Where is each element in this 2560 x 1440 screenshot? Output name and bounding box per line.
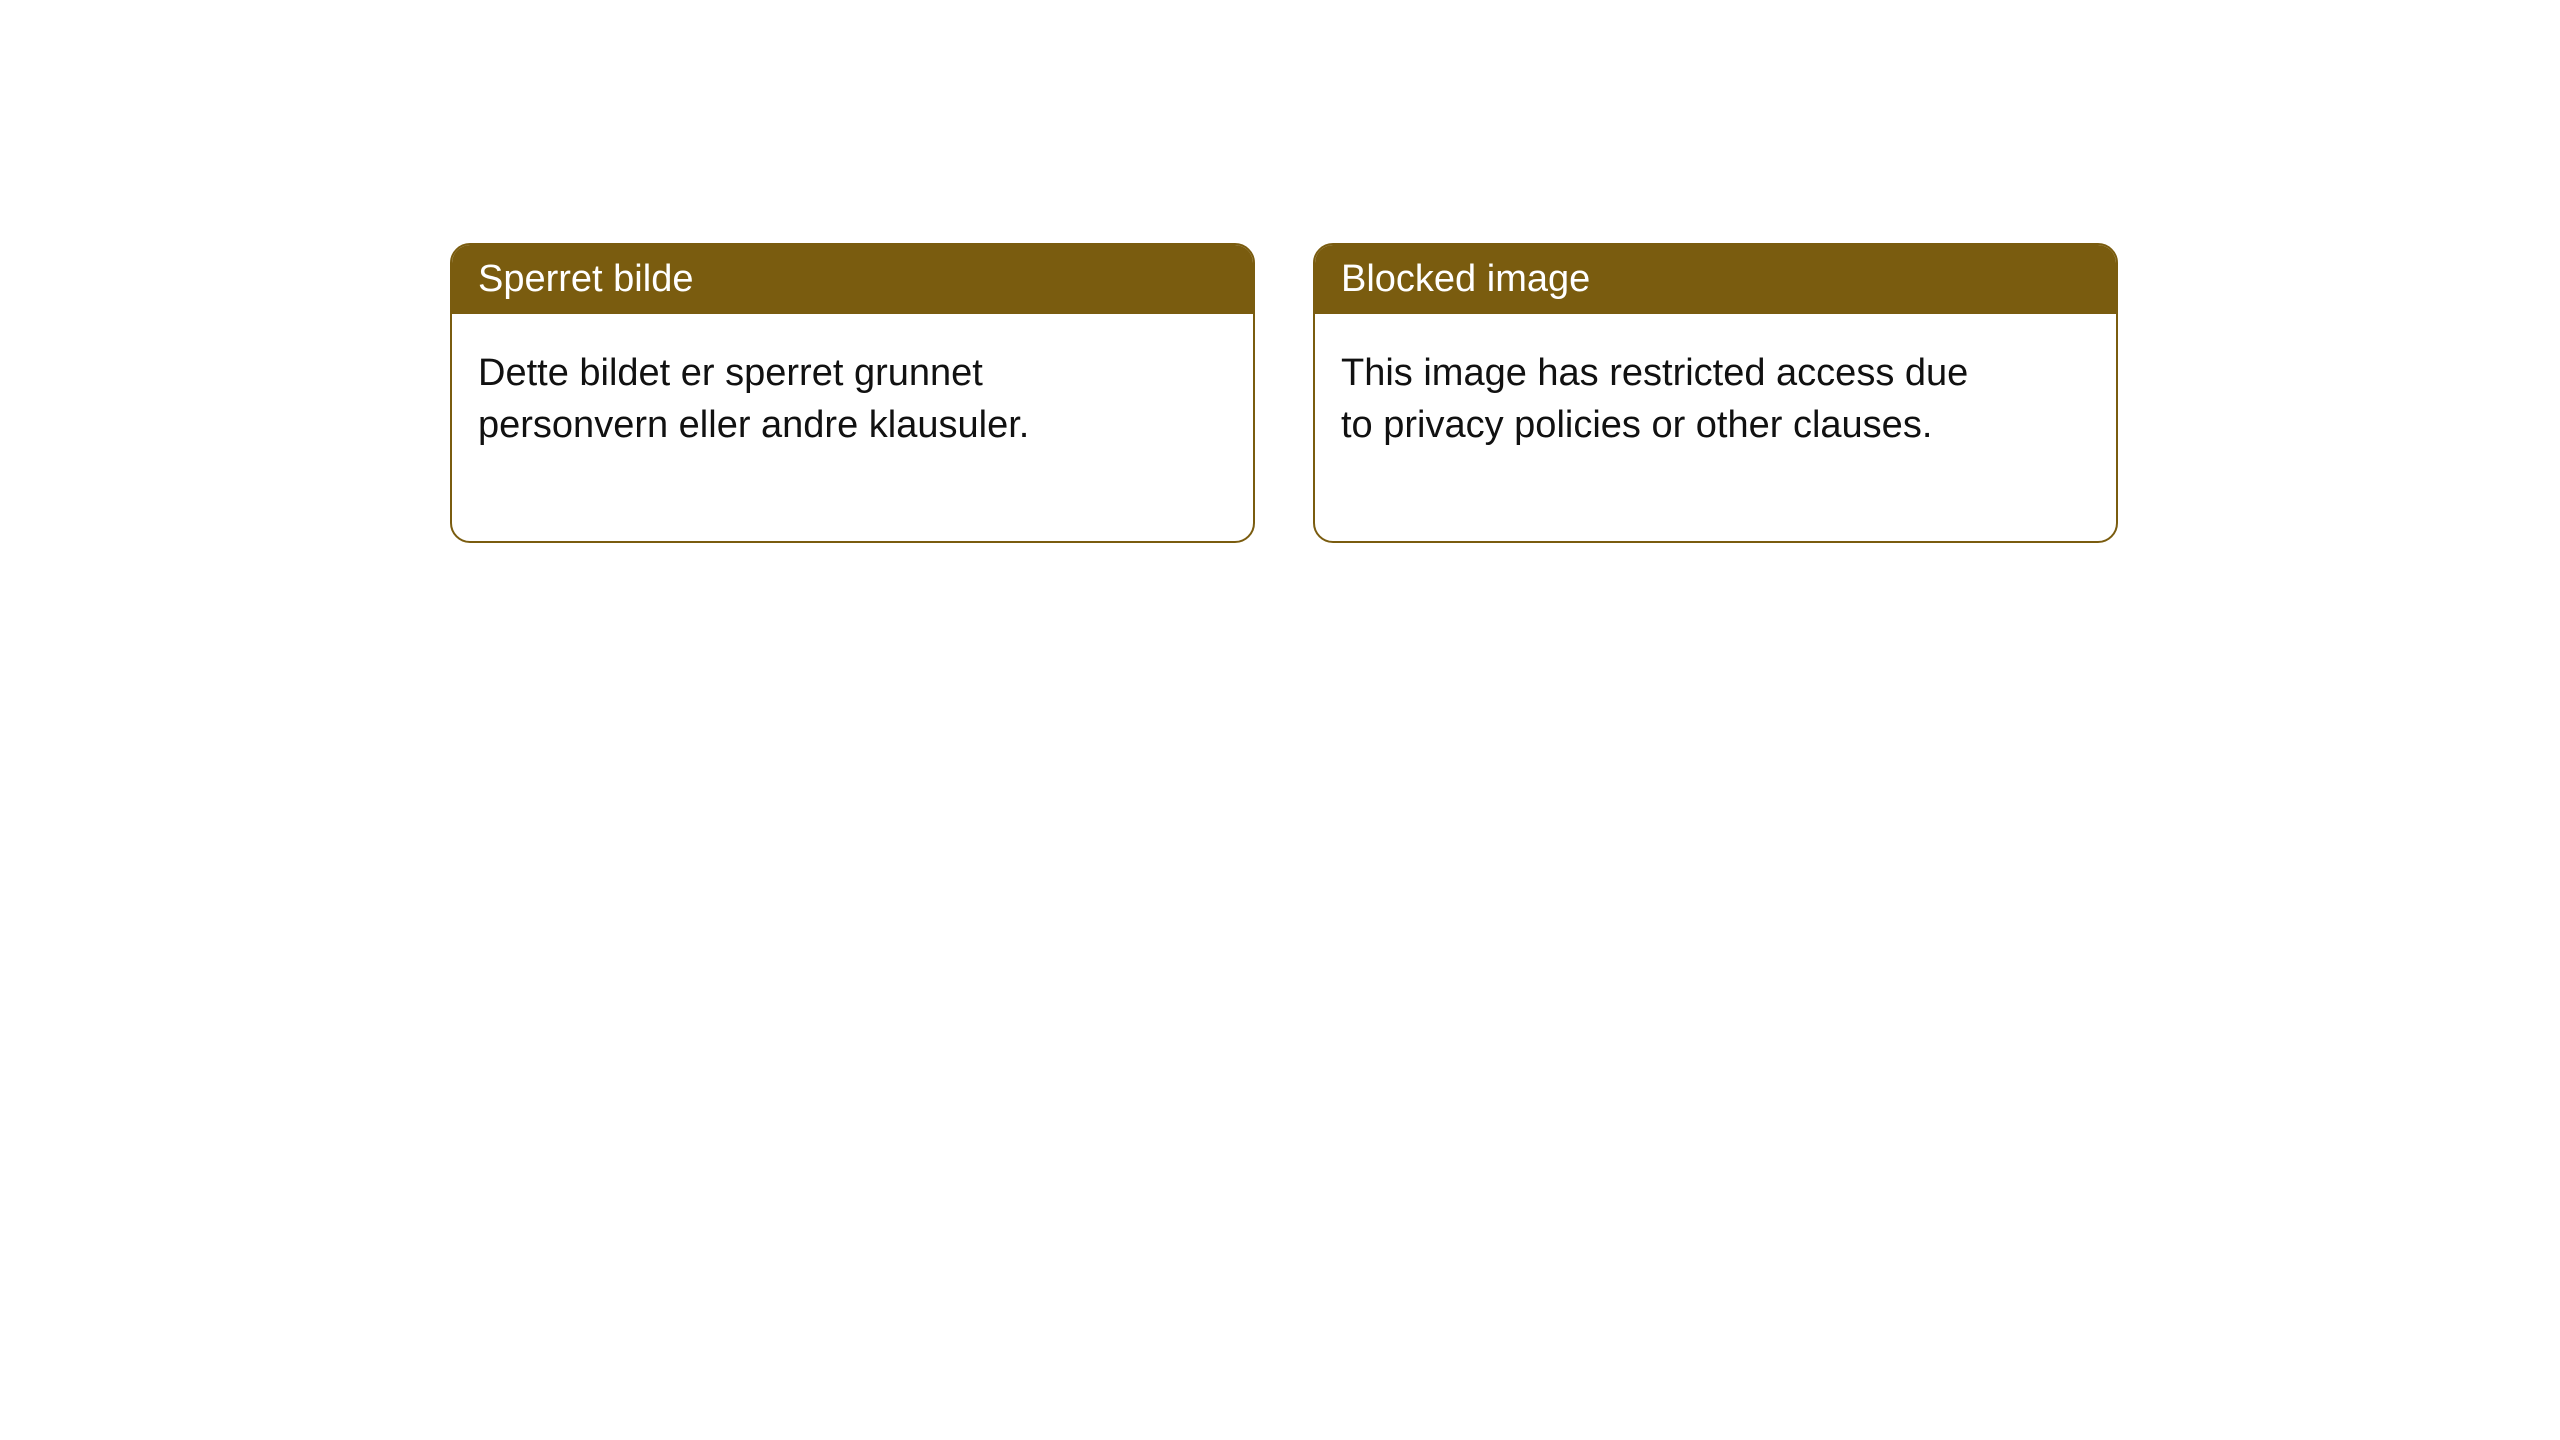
notice-body: Dette bildet er sperret grunnet personve…	[452, 314, 1152, 541]
notice-title: Sperret bilde	[478, 258, 693, 300]
notice-card-norwegian: Sperret bilde Dette bildet er sperret gr…	[450, 243, 1255, 543]
notice-title: Blocked image	[1341, 258, 1590, 300]
notice-card-english: Blocked image This image has restricted …	[1313, 243, 2118, 543]
notice-body-text: This image has restricted access due to …	[1341, 352, 1968, 445]
notice-header: Blocked image	[1315, 245, 2116, 314]
notice-header: Sperret bilde	[452, 245, 1253, 314]
notice-container: Sperret bilde Dette bildet er sperret gr…	[0, 0, 2560, 543]
notice-body-text: Dette bildet er sperret grunnet personve…	[478, 352, 1029, 445]
notice-body: This image has restricted access due to …	[1315, 314, 2015, 541]
